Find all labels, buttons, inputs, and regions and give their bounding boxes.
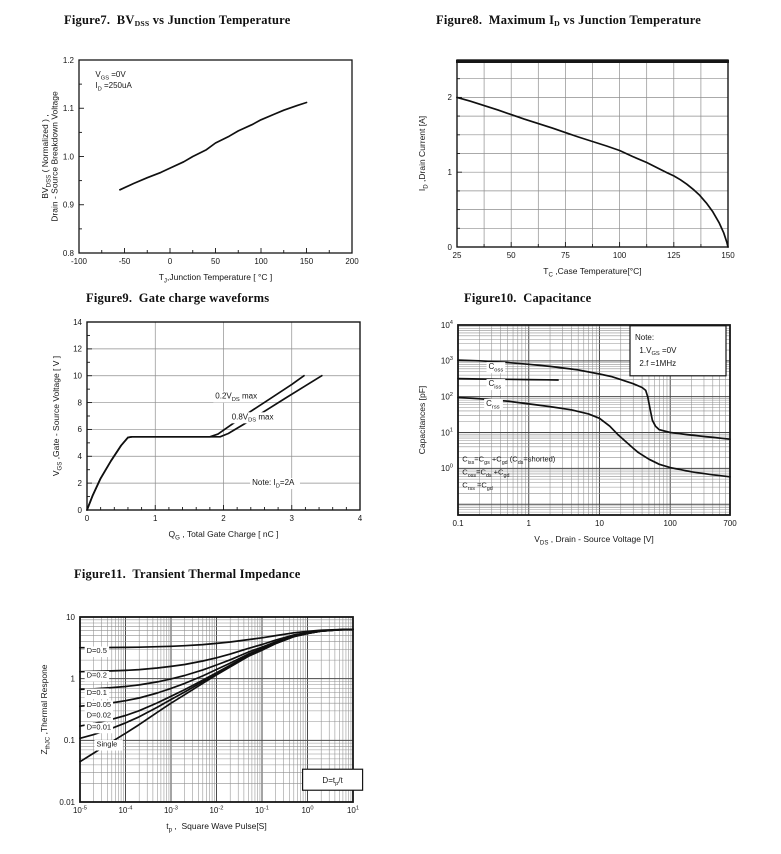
svg-text:-50: -50 <box>119 257 131 266</box>
svg-text:Coss=Cds +Cgd: Coss=Cds +Cgd <box>462 468 509 479</box>
svg-text:100: 100 <box>613 251 627 260</box>
svg-text:VDS , Drain - Source Voltage [: VDS , Drain - Source Voltage [V] <box>534 534 654 547</box>
svg-text:VGS =0V: VGS =0V <box>95 70 126 81</box>
svg-text:BVDSS ( Normalized ) ,: BVDSS ( Normalized ) , <box>40 114 53 198</box>
svg-text:TJ,Junction Temperature [ °C ]: TJ,Junction Temperature [ °C ] <box>159 272 273 285</box>
svg-text:10-1: 10-1 <box>255 805 269 815</box>
svg-text:10-4: 10-4 <box>118 805 133 815</box>
svg-text:Coss: Coss <box>489 362 504 373</box>
svg-text:2: 2 <box>78 479 83 488</box>
svg-text:100: 100 <box>254 257 268 266</box>
svg-text:50: 50 <box>211 257 220 266</box>
svg-text:10: 10 <box>66 613 75 622</box>
svg-text:Ciss=Cgs +Cgd (Cds=shorted): Ciss=Cgs +Cgd (Cds=shorted) <box>462 455 556 466</box>
svg-text:D=0.02: D=0.02 <box>87 711 111 720</box>
svg-text:104: 104 <box>441 320 454 330</box>
svg-text:Capacitances [pF]: Capacitances [pF] <box>417 386 427 455</box>
svg-text:0.8VDS max: 0.8VDS max <box>232 412 274 423</box>
svg-text:0.9: 0.9 <box>63 201 75 210</box>
svg-text:0.1: 0.1 <box>452 519 464 528</box>
svg-text:3: 3 <box>290 514 295 523</box>
svg-text:100: 100 <box>441 464 453 474</box>
svg-text:125: 125 <box>667 251 681 260</box>
svg-text:10-2: 10-2 <box>209 805 223 815</box>
svg-text:0: 0 <box>168 257 173 266</box>
svg-text:2: 2 <box>221 514 226 523</box>
svg-text:100: 100 <box>664 519 678 528</box>
svg-text:1: 1 <box>527 519 532 528</box>
svg-text:50: 50 <box>507 251 516 260</box>
svg-text:ZthJC ,Thermal Respone: ZthJC ,Thermal Respone <box>39 664 52 754</box>
figure8-chart: 25 50 75 100 125 150 0 1 2 TC ,Case Temperature[°… <box>417 59 735 279</box>
svg-text:D=0.01: D=0.01 <box>87 722 111 731</box>
svg-text:TC ,Case Temperature[°C]: TC ,Case Temperature[°C] <box>543 266 641 279</box>
svg-text:Single: Single <box>96 740 117 749</box>
svg-text:101: 101 <box>441 428 453 438</box>
svg-text:Note:: Note: <box>635 333 654 342</box>
svg-text:8: 8 <box>78 398 83 407</box>
figure11-title: Figure11. Transient Thermal Impedance <box>74 567 301 581</box>
svg-text:200: 200 <box>345 257 359 266</box>
svg-text:QG , Total Gate Charge [ nC ]: QG , Total Gate Charge [ nC ] <box>169 529 279 542</box>
svg-text:4: 4 <box>358 514 363 523</box>
svg-text:0: 0 <box>85 514 90 523</box>
svg-text:Ciss: Ciss <box>489 379 502 390</box>
svg-text:tp , Square Wave Pulse[S]: tp , Square Wave Pulse[S] <box>166 821 266 834</box>
svg-text:102: 102 <box>441 392 453 402</box>
svg-text:10: 10 <box>73 372 82 381</box>
svg-text:D=0.05: D=0.05 <box>87 700 111 709</box>
svg-text:12: 12 <box>73 345 82 354</box>
svg-text:Crss: Crss <box>486 399 500 410</box>
svg-text:Drain - Source Breakdown Volta: Drain - Source Breakdown Voltage <box>50 91 60 222</box>
figure9-title: Figure9. Gate charge waveforms <box>86 291 270 305</box>
svg-text:Crss =Cgd: Crss =Cgd <box>462 481 493 492</box>
svg-text:0: 0 <box>448 243 453 252</box>
figure10-title: Figure10. Capacitance <box>464 291 592 305</box>
svg-text:Note: ID=2A: Note: ID=2A <box>252 478 295 489</box>
svg-text:10: 10 <box>595 519 604 528</box>
svg-text:0.1: 0.1 <box>64 736 76 745</box>
svg-text:0.2VDS max: 0.2VDS max <box>215 391 257 402</box>
svg-text:ID ,Drain Current [A]: ID ,Drain Current [A] <box>417 116 430 191</box>
svg-text:2: 2 <box>448 93 453 102</box>
svg-text:1.1: 1.1 <box>63 104 75 113</box>
svg-text:1.0: 1.0 <box>63 152 75 161</box>
svg-text:1: 1 <box>153 514 158 523</box>
svg-text:2.f =1MHz: 2.f =1MHz <box>635 359 676 368</box>
svg-text:0.01: 0.01 <box>59 798 75 807</box>
svg-text:-100: -100 <box>71 257 88 266</box>
svg-text:1.2: 1.2 <box>63 56 75 65</box>
svg-text:D=0.1: D=0.1 <box>87 688 107 697</box>
figure11-chart: D=0.5 D=0.2 D=0.1 D=0.05 D=0.02 D=0.01 Single D… <box>39 613 364 834</box>
svg-text:6: 6 <box>78 425 83 434</box>
svg-text:103: 103 <box>441 356 453 366</box>
svg-text:10-3: 10-3 <box>164 805 178 815</box>
svg-text:VGS ,Gate - Source Voltage [ V: VGS ,Gate - Source Voltage [ V ] <box>51 356 64 476</box>
svg-text:14: 14 <box>73 318 82 327</box>
svg-text:10-5: 10-5 <box>73 805 87 815</box>
svg-text:1: 1 <box>71 674 76 683</box>
figure7-title: Figure7. BVDSS vs Junction Temperature <box>64 13 291 28</box>
svg-text:1.VGS =0V: 1.VGS =0V <box>635 346 677 357</box>
svg-text:D=0.5: D=0.5 <box>87 646 107 655</box>
svg-text:150: 150 <box>300 257 314 266</box>
figure8-title: Figure8. Maximum ID vs Junction Temperat… <box>436 13 701 28</box>
svg-text:4: 4 <box>78 452 83 461</box>
svg-text:75: 75 <box>561 251 570 260</box>
svg-text:0.8: 0.8 <box>63 249 75 258</box>
svg-text:1: 1 <box>448 168 453 177</box>
svg-text:25: 25 <box>453 251 462 260</box>
svg-text:700: 700 <box>723 519 737 528</box>
svg-text:D=0.2: D=0.2 <box>87 671 107 680</box>
svg-text:ID =250uA: ID =250uA <box>95 81 132 92</box>
figure10-chart: Coss Ciss Crss Ciss=Cgs +Cgd (Cds=shorted) C… <box>417 320 737 547</box>
svg-text:150: 150 <box>721 251 735 260</box>
svg-text:0: 0 <box>78 506 83 515</box>
svg-text:D=tp/t: D=tp/t <box>322 776 343 787</box>
svg-text:101: 101 <box>347 805 359 815</box>
svg-text:100: 100 <box>301 805 313 815</box>
